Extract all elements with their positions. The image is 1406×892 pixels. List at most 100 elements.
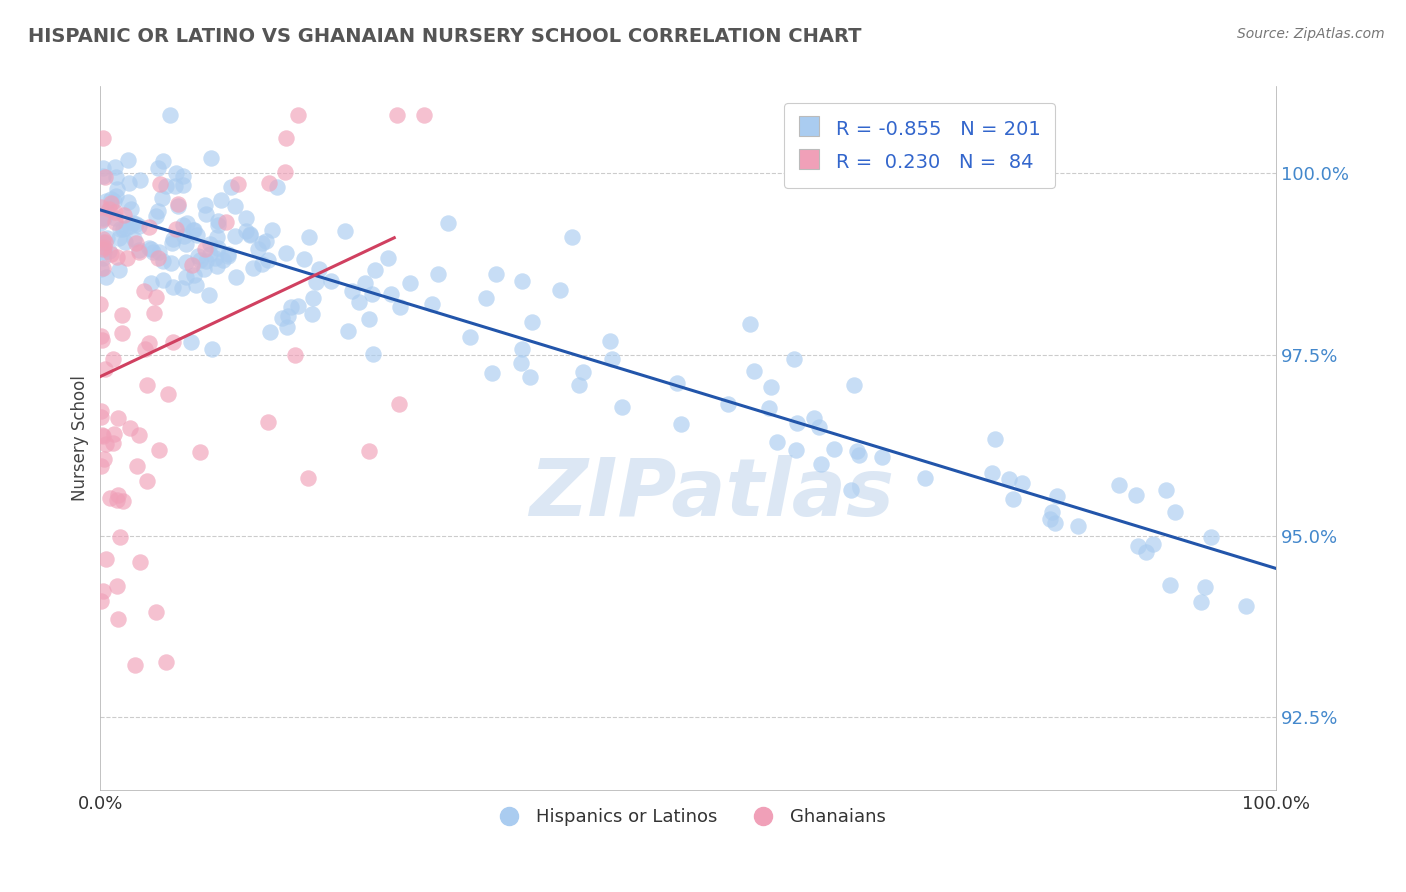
Point xyxy=(104,215,127,229)
Point xyxy=(142,244,165,259)
Point xyxy=(510,342,533,356)
Point xyxy=(1125,488,1147,502)
Point xyxy=(388,397,411,411)
Point xyxy=(167,196,190,211)
Point xyxy=(1199,530,1222,544)
Point xyxy=(193,262,215,277)
Point xyxy=(132,284,155,298)
Point xyxy=(250,235,273,250)
Point xyxy=(105,250,128,264)
Point xyxy=(104,205,127,219)
Point xyxy=(1108,477,1130,491)
Point xyxy=(184,278,207,293)
Point xyxy=(160,235,183,250)
Point xyxy=(138,220,160,235)
Point xyxy=(302,291,325,305)
Point xyxy=(97,202,120,216)
Point xyxy=(94,169,117,184)
Point xyxy=(1045,489,1067,503)
Point xyxy=(162,280,184,294)
Point xyxy=(111,326,134,340)
Point xyxy=(108,262,131,277)
Point xyxy=(89,216,111,230)
Point xyxy=(287,299,309,313)
Point xyxy=(225,270,247,285)
Point xyxy=(808,420,831,434)
Point xyxy=(93,211,115,226)
Point xyxy=(211,253,233,268)
Point xyxy=(308,261,330,276)
Point xyxy=(1159,578,1181,592)
Point xyxy=(336,324,359,338)
Point xyxy=(146,161,169,175)
Point xyxy=(174,254,197,268)
Point xyxy=(91,261,114,276)
Point xyxy=(107,488,129,502)
Point xyxy=(165,166,187,180)
Point xyxy=(136,378,159,392)
Point xyxy=(111,309,134,323)
Point xyxy=(426,267,449,281)
Point xyxy=(91,169,114,183)
Point xyxy=(115,221,138,235)
Point xyxy=(114,235,136,250)
Point xyxy=(93,251,115,265)
Point xyxy=(107,411,129,425)
Point xyxy=(740,317,762,331)
Point xyxy=(481,367,503,381)
Point xyxy=(94,551,117,566)
Point xyxy=(848,449,870,463)
Point xyxy=(485,267,508,281)
Point xyxy=(120,219,142,234)
Point xyxy=(122,216,145,230)
Point xyxy=(347,295,370,310)
Point xyxy=(176,216,198,230)
Point xyxy=(194,253,217,268)
Point xyxy=(146,203,169,218)
Point xyxy=(93,242,115,256)
Point xyxy=(284,348,307,362)
Point xyxy=(201,343,224,357)
Point xyxy=(96,205,118,219)
Point xyxy=(148,442,170,457)
Point xyxy=(105,492,128,507)
Point xyxy=(357,311,380,326)
Point xyxy=(181,223,204,237)
Point xyxy=(377,251,399,265)
Point xyxy=(100,196,122,211)
Point xyxy=(187,249,209,263)
Point xyxy=(1142,537,1164,551)
Point xyxy=(717,396,740,410)
Point xyxy=(172,178,194,192)
Point xyxy=(298,230,321,244)
Point xyxy=(823,442,845,457)
Point xyxy=(91,583,114,598)
Point xyxy=(166,199,188,213)
Point xyxy=(277,309,299,323)
Point xyxy=(984,432,1007,446)
Point xyxy=(276,246,298,260)
Point xyxy=(148,245,170,260)
Point xyxy=(194,242,217,256)
Point xyxy=(174,237,197,252)
Point xyxy=(163,178,186,193)
Point xyxy=(112,493,135,508)
Point xyxy=(1040,505,1063,519)
Point xyxy=(91,235,114,249)
Point xyxy=(200,237,222,252)
Point xyxy=(93,130,115,145)
Text: ZIPatlas: ZIPatlas xyxy=(529,456,894,533)
Point xyxy=(98,244,121,258)
Point xyxy=(139,242,162,256)
Point xyxy=(420,297,443,311)
Legend: Hispanics or Latinos, Ghanaians: Hispanics or Latinos, Ghanaians xyxy=(484,801,893,834)
Point xyxy=(458,330,481,344)
Point xyxy=(128,219,150,234)
Point xyxy=(165,222,187,236)
Point xyxy=(250,257,273,271)
Point xyxy=(180,334,202,349)
Point xyxy=(128,555,150,569)
Point xyxy=(134,342,156,356)
Point xyxy=(157,387,180,401)
Point xyxy=(321,274,343,288)
